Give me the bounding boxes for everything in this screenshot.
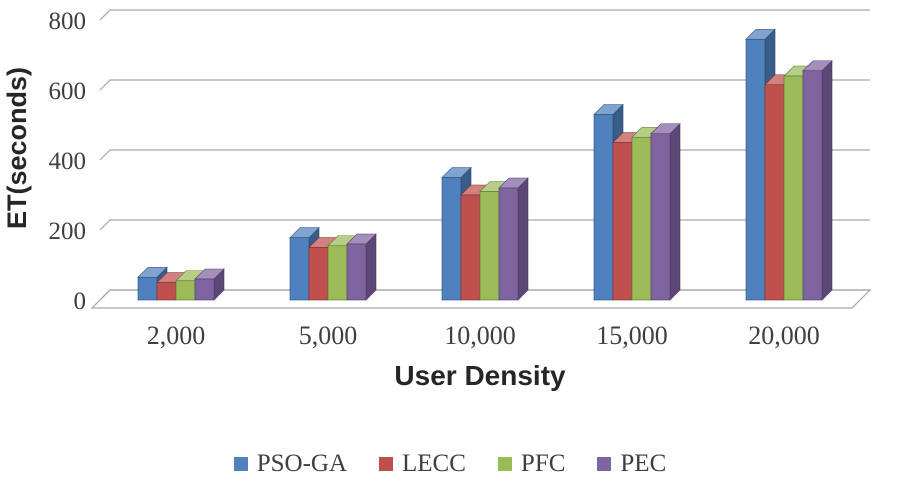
bar-side-face [669,123,681,301]
bar-side-face [517,177,529,301]
bar [327,245,348,301]
bar [612,142,633,301]
bar [194,278,215,301]
gridline [99,79,870,91]
y-tick-label: 400 [49,148,87,175]
legend-label-pec: PEC [620,450,667,477]
legend-item-pfc: PFC [497,450,566,478]
x-tick-label: 2,000 [147,321,206,350]
y-tick-label: 600 [49,78,87,105]
bar [289,237,310,301]
bar [137,276,158,301]
legend-swatch-lecc [379,457,394,471]
bar [802,70,823,301]
legend-swatch-pso-ga [233,457,248,471]
x-tick-label: 20,000 [748,321,820,350]
legend-swatch-pec [597,457,612,471]
bar [479,191,500,301]
bar [498,187,519,301]
y-tick-label: 200 [49,218,87,245]
bar [650,133,671,301]
x-tick-label: 15,000 [596,321,668,350]
bar [156,282,177,301]
bar [764,84,785,301]
y-tick-label: 800 [49,8,87,35]
x-tick-label: 5,000 [299,321,358,350]
legend-swatch-pfc [497,457,512,471]
y-axis-title: ET(seconds) [2,66,32,230]
legend-label-lecc: LECC [402,450,466,477]
bar-side-face [365,233,377,301]
x-axis-title: User Density [394,360,566,391]
bar [346,243,367,301]
bar [745,38,766,301]
legend-item-lecc: LECC [379,450,466,478]
legend-label-pfc: PFC [520,450,566,477]
bar [783,75,804,301]
bar-side-face [821,60,833,301]
legend-item-pso-ga: PSO-GA [233,450,348,478]
bar [175,280,196,301]
chart-legend: PSO-GA LECC PFC PEC [0,450,900,478]
legend-item-pec: PEC [597,450,666,478]
bar [308,247,329,301]
y-tick-label: 0 [74,288,87,315]
bar [631,136,652,301]
bar [593,114,614,301]
bar [460,194,481,301]
legend-label-pso-ga: PSO-GA [256,450,348,477]
x-tick-label: 10,000 [444,321,516,350]
gridline [99,9,870,21]
chart-svg: 0 200 400 600 800 2,000 5,000 10,000 15,000 20,00… [49,8,872,350]
bar [441,177,462,301]
